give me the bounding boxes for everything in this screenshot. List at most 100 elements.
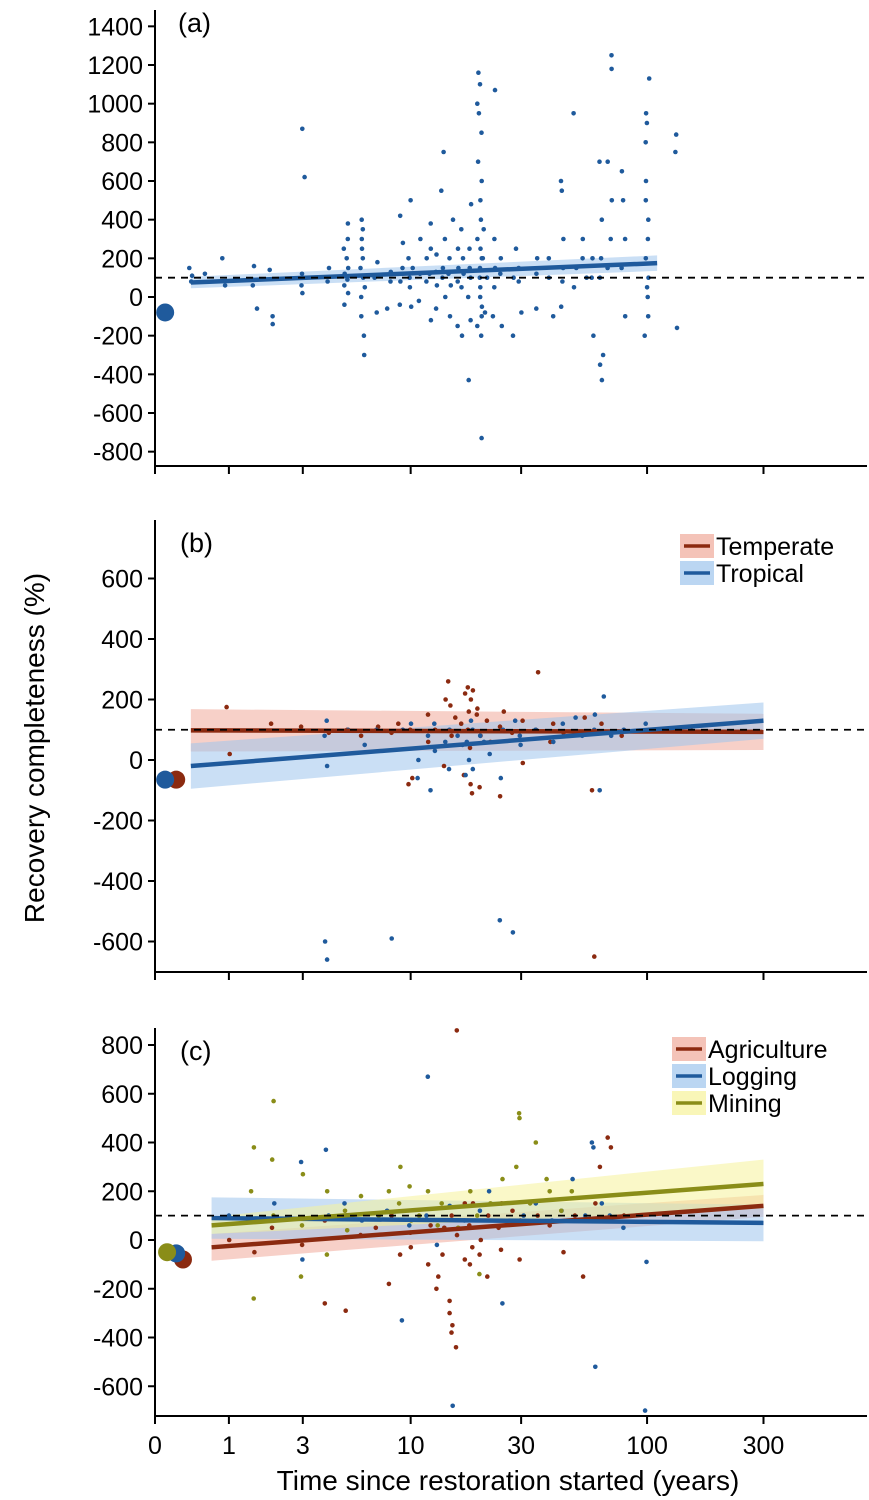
data-point — [299, 1223, 305, 1228]
data-point — [481, 227, 487, 232]
data-point — [189, 273, 195, 279]
data-point — [673, 149, 678, 155]
legend-label-tropical: Tropical — [716, 560, 804, 588]
data-point — [342, 283, 347, 288]
data-point — [298, 724, 304, 729]
data-point — [324, 718, 330, 723]
data-point — [453, 1345, 459, 1350]
axes-a: -800 -600 -400 -200 0 200 400 600 800 1000 1200 140… — [87, 10, 869, 474]
data-point — [534, 306, 539, 311]
data-point — [514, 1164, 519, 1170]
data-point — [270, 314, 275, 319]
data-point — [455, 246, 461, 251]
data-point — [342, 302, 347, 308]
data-point — [425, 733, 431, 739]
data-point — [408, 304, 414, 310]
y-tick-label: -200 — [93, 1276, 143, 1304]
data-point — [468, 1189, 473, 1194]
data-point — [462, 1257, 468, 1262]
data-point — [571, 111, 576, 116]
data-point — [459, 285, 464, 290]
data-point — [643, 721, 648, 726]
data-point — [459, 333, 465, 339]
data-point — [345, 265, 351, 271]
data-point — [406, 255, 411, 261]
data-point — [589, 1140, 595, 1145]
data-point — [439, 188, 444, 193]
data-point — [345, 221, 351, 226]
panel-c — [211, 1028, 764, 1413]
data-point — [644, 1259, 649, 1265]
data-point — [535, 670, 541, 675]
data-point — [440, 1252, 445, 1257]
data-point — [458, 721, 464, 726]
data-point — [388, 279, 393, 284]
y-tick-label: 400 — [101, 207, 143, 235]
data-point — [643, 111, 649, 116]
panel-a — [187, 53, 680, 441]
data-point — [591, 1145, 596, 1150]
data-point — [467, 745, 473, 751]
data-point — [358, 265, 363, 271]
data-point — [487, 751, 493, 757]
data-point — [436, 1274, 441, 1279]
data-point — [432, 721, 437, 726]
data-point — [299, 283, 304, 288]
y-tick-label: 1200 — [87, 52, 143, 80]
trend-line-a-0 — [190, 260, 658, 285]
data-point — [513, 246, 519, 251]
data-point — [470, 1245, 475, 1250]
data-point — [559, 1208, 564, 1214]
y-tick-label: 400 — [101, 626, 143, 654]
data-point — [299, 271, 305, 277]
data-point — [361, 352, 367, 358]
data-point — [424, 279, 429, 284]
data-point — [619, 733, 624, 739]
data-point — [447, 255, 452, 261]
data-point — [561, 1249, 566, 1255]
data-point — [424, 1213, 429, 1218]
data-point — [646, 275, 651, 281]
data-point — [359, 217, 365, 222]
data-point — [646, 76, 652, 81]
x-tick-label: 3 — [296, 1432, 310, 1460]
data-point — [341, 246, 347, 251]
data-point — [469, 791, 475, 796]
data-point — [459, 227, 464, 232]
data-point — [254, 306, 260, 311]
data-point — [490, 314, 496, 319]
data-point — [497, 918, 503, 923]
data-point — [407, 1223, 412, 1228]
data-point — [646, 217, 651, 222]
baseline-point-c-2 — [158, 1243, 177, 1262]
data-point — [434, 252, 439, 257]
data-point — [424, 255, 430, 261]
y-tick-label: -400 — [93, 1325, 143, 1353]
data-point — [561, 236, 566, 242]
data-point — [398, 279, 403, 284]
data-point — [601, 694, 607, 699]
data-point — [510, 1208, 515, 1214]
data-point — [269, 1157, 275, 1162]
data-point — [570, 1176, 575, 1182]
data-point — [609, 198, 615, 203]
data-point — [455, 323, 460, 329]
data-point — [428, 788, 433, 793]
data-point — [643, 140, 648, 145]
data-point — [622, 236, 628, 242]
data-point — [407, 285, 413, 290]
data-point — [428, 221, 434, 226]
data-point — [428, 1223, 433, 1228]
data-point — [510, 930, 516, 935]
data-point — [434, 1242, 440, 1248]
data-point — [569, 1189, 575, 1194]
data-point — [492, 87, 498, 93]
data-point — [415, 775, 420, 781]
data-point — [358, 733, 364, 739]
data-point — [674, 325, 680, 331]
data-point — [449, 1330, 454, 1335]
data-point — [300, 290, 305, 296]
data-point — [600, 352, 606, 358]
